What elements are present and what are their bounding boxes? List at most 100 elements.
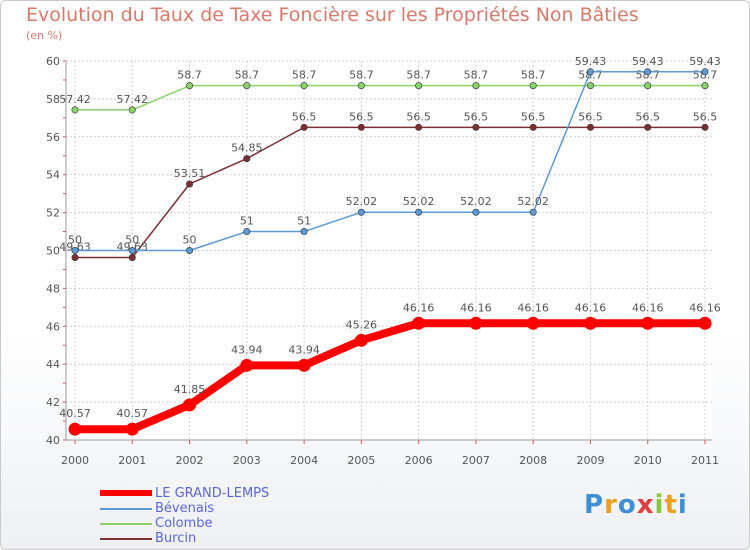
- x-tick-label: 2002: [176, 454, 204, 467]
- data-point: [300, 228, 308, 236]
- data-point: [641, 316, 655, 330]
- y-tick-label: 52: [46, 207, 60, 220]
- series-line-1: [75, 71, 705, 252]
- data-point: [128, 247, 136, 255]
- series-line-3: [75, 126, 705, 259]
- data-point: [186, 180, 194, 188]
- data-point: [128, 106, 136, 114]
- data-label: 46.16: [460, 301, 492, 314]
- data-label: 43.94: [288, 343, 320, 356]
- data-point: [583, 316, 597, 330]
- legend-label: Burcin: [155, 531, 197, 546]
- data-point: [472, 208, 480, 216]
- logo-letter: o: [617, 490, 637, 520]
- data-label: 59.43: [689, 55, 721, 68]
- series-line-0: [75, 319, 705, 434]
- data-label: 53.51: [174, 167, 206, 180]
- data-point: [71, 254, 79, 262]
- legend-swatch: [100, 490, 152, 496]
- data-label: 56.5: [578, 110, 603, 123]
- data-label: 40.57: [117, 407, 149, 420]
- data-point: [472, 82, 480, 90]
- logo-letter: r: [604, 490, 618, 520]
- data-label: 58.7: [349, 69, 374, 82]
- data-label: 40.57: [59, 407, 91, 420]
- logo-letter: P: [584, 490, 605, 520]
- x-tick-label: 2001: [118, 454, 146, 467]
- data-point: [415, 208, 423, 216]
- data-label: 43.94: [231, 343, 263, 356]
- y-tick-label: 60: [46, 55, 60, 68]
- data-point: [125, 422, 139, 436]
- data-label: 52.02: [403, 195, 435, 208]
- y-tick-label: 42: [46, 396, 60, 409]
- data-point: [644, 82, 652, 90]
- data-point: [128, 254, 136, 262]
- data-point: [644, 68, 652, 76]
- x-tick-label: 2003: [233, 454, 261, 467]
- data-point: [243, 228, 251, 236]
- x-tick-label: 2005: [347, 454, 375, 467]
- data-point: [526, 316, 540, 330]
- data-label: 56.5: [635, 110, 660, 123]
- data-point: [415, 123, 423, 131]
- data-point: [357, 123, 365, 131]
- legend-item: Colombe: [100, 516, 360, 531]
- data-label: 46.16: [575, 301, 607, 314]
- legend-label: Bévenais: [155, 501, 215, 516]
- data-label: 51: [297, 215, 311, 228]
- data-label: 52.02: [460, 195, 492, 208]
- data-label: 51: [240, 215, 254, 228]
- data-point: [186, 247, 194, 255]
- legend-swatch: [100, 538, 152, 540]
- data-point: [529, 208, 537, 216]
- data-label: 58.7: [177, 69, 202, 82]
- data-label: 50: [183, 234, 197, 247]
- logo-letter: i: [654, 490, 665, 520]
- data-point: [354, 333, 368, 347]
- data-point: [701, 68, 709, 76]
- data-label: 45.26: [346, 318, 378, 331]
- data-label: 58.7: [292, 69, 317, 82]
- x-tick-label: 2010: [634, 454, 662, 467]
- data-label: 56.5: [349, 110, 374, 123]
- legend-label: LE GRAND-LEMPS: [155, 486, 270, 501]
- data-point: [586, 123, 594, 131]
- y-tick-label: 56: [46, 131, 60, 144]
- data-label: 58.7: [406, 69, 431, 82]
- data-label: 58.7: [464, 69, 489, 82]
- data-point: [71, 247, 79, 255]
- data-point: [357, 82, 365, 90]
- logo-letter: x: [636, 490, 655, 520]
- logo-letter: t: [664, 490, 678, 520]
- data-label: 56.5: [406, 110, 431, 123]
- data-label: 46.16: [632, 301, 664, 314]
- data-label: 56.5: [464, 110, 489, 123]
- data-point: [186, 82, 194, 90]
- data-label: 57.42: [59, 93, 91, 106]
- data-label: 50: [68, 234, 82, 247]
- legend-item: Burcin: [100, 531, 360, 546]
- data-point: [698, 316, 712, 330]
- data-point: [469, 316, 483, 330]
- data-point: [243, 155, 251, 163]
- x-tick-label: 2008: [519, 454, 547, 467]
- proxiti-logo: Proxiti: [584, 490, 688, 520]
- data-point: [300, 82, 308, 90]
- legend-swatch: [100, 523, 152, 525]
- x-tick-label: 2007: [462, 454, 490, 467]
- y-tick-label: 58: [46, 93, 60, 106]
- data-point: [529, 82, 537, 90]
- data-label: 58.7: [521, 69, 546, 82]
- y-tick-label: 54: [46, 169, 60, 182]
- y-tick-label: 40: [46, 434, 60, 447]
- y-tick-label: 44: [46, 358, 60, 371]
- data-point: [183, 398, 197, 412]
- x-tick-label: 2006: [405, 454, 433, 467]
- data-point: [243, 82, 251, 90]
- data-point: [472, 123, 480, 131]
- x-tick-label: 2009: [576, 454, 604, 467]
- data-point: [71, 106, 79, 114]
- data-label: 59.43: [632, 55, 664, 68]
